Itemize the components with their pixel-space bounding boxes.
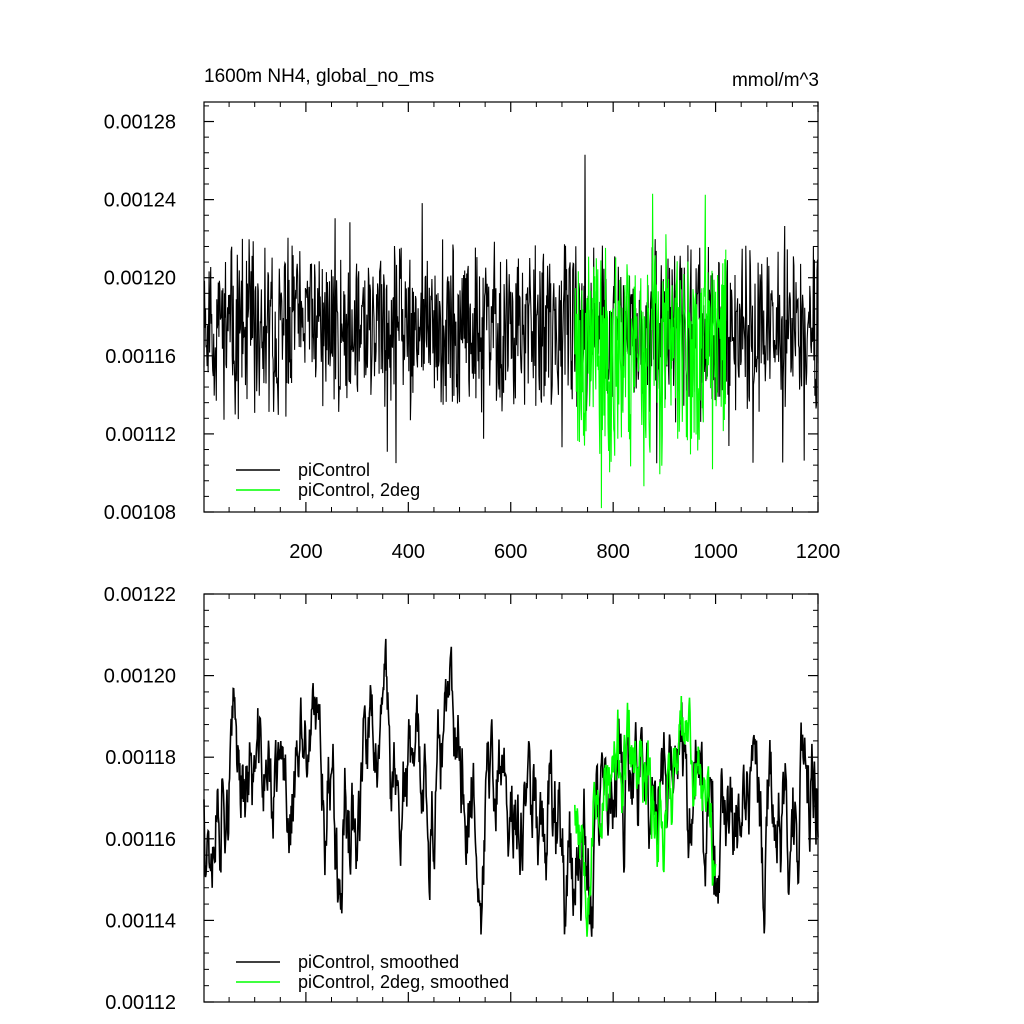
x-tick-label: 400 (392, 541, 425, 563)
y-tick-label: 0.00124 (104, 190, 176, 212)
series-line-top-1 (574, 193, 727, 509)
x-tick-label: 1200 (796, 541, 841, 563)
y-tick-label: 0.00116 (105, 346, 176, 368)
x-tick-label: 800 (596, 541, 629, 563)
legend-label-picontrol: piControl (298, 460, 370, 480)
top-legend: piControl piControl, 2deg (236, 460, 420, 500)
x-tick-label: 1000 (693, 541, 738, 563)
legend-label-picontrol-2deg: piControl, 2deg (298, 480, 420, 500)
y-tick-label: 0.00116 (105, 829, 176, 851)
top-panel: 1600m NH4, global_no_ms mmol/m^3 200 400 6… (104, 66, 841, 563)
legend-label-picontrol-smoothed: piControl, smoothed (298, 952, 459, 972)
units-label: mmol/m^3 (732, 70, 819, 91)
bottom-panel: 0.00112 0.00114 0.00116 0.00118 0.00120 0.001… (104, 584, 819, 1014)
series-line-bottom-1 (574, 695, 717, 937)
y-tick-label: 0.00114 (105, 910, 176, 932)
x-tick-label: 200 (289, 541, 322, 563)
x-tick-label: 600 (494, 541, 527, 563)
top-plot-lines (203, 154, 819, 509)
legend-label-picontrol-2deg-smoothed: piControl, 2deg, smoothed (298, 972, 509, 992)
y-tick-label: 0.00112 (105, 992, 176, 1014)
top-axis-ticks: 200 400 600 800 1000 1200 0.00108 0.00112 0.0011… (104, 102, 841, 563)
y-tick-label: 0.00128 (104, 112, 176, 134)
y-tick-label: 0.00118 (105, 747, 176, 769)
y-tick-label: 0.00108 (104, 502, 176, 524)
series-line-bottom-0 (203, 638, 819, 937)
bottom-plot-lines (203, 638, 819, 937)
y-tick-label: 0.00112 (105, 424, 176, 446)
y-tick-label: 0.00120 (104, 666, 176, 688)
chart-title: 1600m NH4, global_no_ms (204, 66, 434, 87)
bottom-axis-ticks: 0.00112 0.00114 0.00116 0.00118 0.00120 0.001… (104, 584, 819, 1014)
bottom-legend: piControl, smoothed piControl, 2deg, smo… (236, 952, 509, 992)
y-tick-label: 0.00120 (104, 268, 176, 290)
y-tick-label: 0.00122 (104, 584, 176, 606)
